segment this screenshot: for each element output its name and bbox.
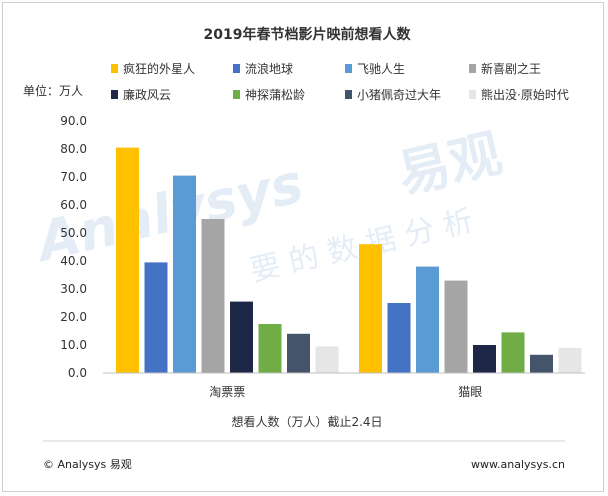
- legend-swatch: [111, 64, 118, 73]
- y-tick-label: 90.0: [60, 114, 87, 128]
- bar: [530, 354, 553, 373]
- legend-label: 廉政风云: [123, 87, 171, 102]
- bars: [116, 147, 582, 373]
- y-tick-label: 40.0: [60, 254, 87, 268]
- y-tick-label: 70.0: [60, 170, 87, 184]
- chart-svg: Analysys 易观 要 的 数 据 分 析 2019年春节档影片映前想看人数…: [23, 26, 585, 471]
- legend-swatch: [233, 90, 240, 99]
- chart-title: 2019年春节档影片映前想看人数: [204, 26, 412, 43]
- y-tick-label: 30.0: [60, 282, 87, 296]
- legend-label: 熊出没·原始时代: [481, 87, 569, 102]
- bar: [558, 347, 582, 373]
- x-axis-categories: 淘票票 猫眼: [209, 385, 482, 399]
- legend-label: 疯狂的外星人: [123, 61, 195, 76]
- legend-swatch: [469, 64, 476, 73]
- y-tick-label: 20.0: [60, 310, 87, 324]
- footer-website: www.analysys.cn: [471, 458, 565, 471]
- bar: [287, 333, 310, 373]
- bar: [116, 147, 139, 373]
- legend-swatch: [345, 90, 352, 99]
- legend-swatch: [345, 64, 352, 73]
- bar: [230, 301, 253, 373]
- footer-copyright: © Analysys 易观: [43, 458, 132, 471]
- legend-swatch: [469, 90, 476, 99]
- bar: [359, 244, 382, 373]
- legend-label: 新喜剧之王: [481, 61, 541, 76]
- category-label: 猫眼: [458, 385, 482, 399]
- bar: [144, 262, 168, 373]
- legend-label: 小猪佩奇过大年: [357, 88, 441, 102]
- category-label: 淘票票: [209, 385, 245, 399]
- legend-swatch: [233, 64, 240, 73]
- y-tick-label: 60.0: [60, 198, 87, 212]
- y-tick-label: 50.0: [60, 226, 87, 240]
- bar: [201, 219, 225, 373]
- chart-frame: Analysys 易观 要 的 数 据 分 析 2019年春节档影片映前想看人数…: [2, 2, 604, 492]
- y-tick-label: 10.0: [60, 338, 87, 352]
- watermark-brand-cn: 易观: [392, 124, 507, 206]
- bar: [387, 303, 411, 373]
- bar: [501, 332, 525, 373]
- bar: [258, 324, 282, 373]
- bar: [173, 175, 196, 373]
- bar: [416, 266, 439, 373]
- legend-label: 神探蒲松龄: [245, 88, 305, 102]
- bar: [444, 280, 468, 373]
- bar: [315, 346, 339, 373]
- legend-label: 流浪地球: [245, 61, 293, 76]
- legend-label: 飞驰人生: [357, 62, 405, 76]
- y-tick-label: 80.0: [60, 142, 87, 156]
- watermark: Analysys 易观 要 的 数 据 分 析: [28, 124, 507, 289]
- unit-label: 单位：万人: [23, 83, 83, 98]
- bar: [473, 345, 496, 373]
- y-axis-ticks: 0.0 10.0 20.0 30.0 40.0 50.0 60.0 70.0 80.0 90.0: [60, 114, 87, 380]
- x-axis-label: 想看人数（万人）截止2.4日: [231, 414, 382, 429]
- legend-swatch: [111, 90, 118, 99]
- y-tick-label: 0.0: [68, 366, 87, 380]
